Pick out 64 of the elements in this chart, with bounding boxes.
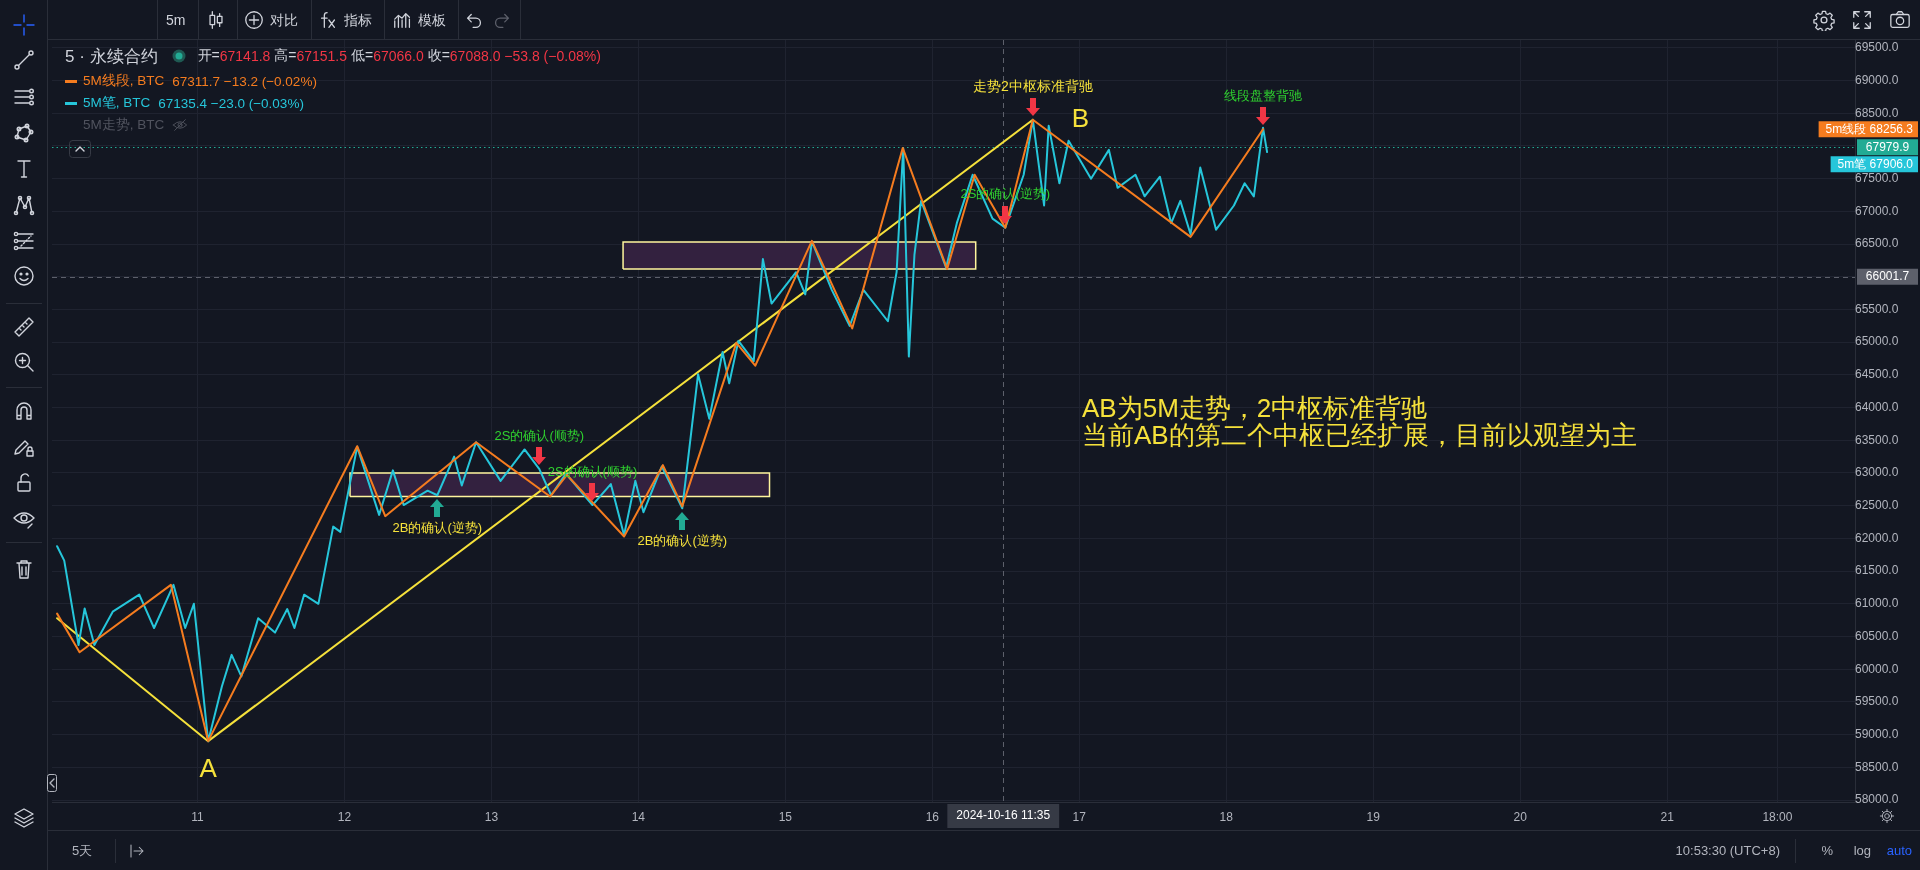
annotation: B [1071, 102, 1090, 133]
x-tick-label: 18 [1219, 809, 1234, 824]
y-tick-label: 59000.0 [1854, 726, 1899, 741]
y-tick-label: 65000.0 [1854, 334, 1899, 349]
text: 指标 [344, 11, 372, 29]
text: 10:53:30 (UTC+8) [1675, 842, 1780, 860]
annotation: 2B的确认(逆势) [637, 532, 728, 548]
annotation: 当前AB的第二个中枢已经扩展，目前以观望为主 [1082, 420, 1637, 450]
legend-label: 5M笔, BTC [83, 94, 151, 112]
x-tick-label: 20 [1513, 809, 1528, 824]
x-tick-label: 15 [778, 809, 793, 824]
text: % [1821, 842, 1833, 860]
annotation: 5m笔 67906.0 [1837, 157, 1914, 172]
text: log [1853, 842, 1871, 860]
text: auto [1886, 842, 1912, 860]
x-tick-label: 16 [925, 809, 940, 824]
y-tick-label: 58000.0 [1854, 792, 1899, 807]
y-tick-label: 63000.0 [1854, 465, 1899, 480]
annotation: 5m线段 68256.3 [1825, 122, 1914, 137]
x-tick-label: 17 [1072, 809, 1087, 824]
annotation: 开=67141.8 高=67151.5 低=67066.0 收=67088.0 −53.8 (−0.08%) [197, 47, 601, 65]
annotation: 线段盘整背驰 [1224, 87, 1303, 103]
y-tick-label: 66500.0 [1854, 236, 1899, 251]
y-tick-label: 58500.0 [1854, 759, 1899, 774]
ref-line-label: 2024-10-16 11:35 [956, 808, 1051, 823]
y-tick-label: 64500.0 [1854, 367, 1899, 382]
text: 5m [166, 11, 186, 29]
x-tick-label: 11 [191, 809, 204, 824]
y-tick-label: 60500.0 [1854, 628, 1899, 643]
annotation: 5M走势, BTC [83, 116, 165, 134]
annotation: 走势2中枢标准背驰 [972, 77, 1093, 94]
y-tick-label: 68500.0 [1854, 105, 1899, 120]
y-tick-label: 62000.0 [1854, 530, 1899, 545]
x-tick-label: 12 [337, 809, 352, 824]
x-tick-label: 13 [484, 809, 499, 824]
annotation: 67311.7 −13.2 (−0.02%) [172, 73, 317, 89]
y-tick-label: 60000.0 [1854, 661, 1899, 676]
y-tick-label: 65500.0 [1854, 301, 1899, 316]
text: 对比 [270, 11, 298, 29]
x-tick-label: 14 [631, 809, 646, 824]
ref-line-label: 66001.7 [1865, 269, 1910, 284]
annotation: 2B的确认(逆势) [392, 519, 483, 535]
y-tick-label: 63500.0 [1854, 432, 1899, 447]
y-tick-label: 67500.0 [1854, 170, 1899, 185]
legend-label: 5M线段, BTC [83, 72, 165, 90]
x-tick-label: 19 [1366, 809, 1381, 824]
annotation: AB为5M走势，2中枢标准背驰 [1082, 393, 1429, 423]
ref-line-label: 67979.9 [1865, 140, 1910, 155]
text: 模板 [418, 11, 446, 29]
y-tick-label: 62500.0 [1854, 498, 1899, 513]
y-tick-label: 59500.0 [1854, 694, 1899, 709]
y-tick-label: 67000.0 [1854, 203, 1899, 218]
chart-title: 5 · 永续合约 [65, 45, 158, 68]
y-tick-label: 64000.0 [1854, 399, 1899, 414]
text: 5天 [72, 842, 93, 860]
y-tick-label: 61500.0 [1854, 563, 1899, 578]
annotation: 67135.4 −23.0 (−0.03%) [158, 95, 304, 111]
x-tick-label: 21 [1660, 809, 1675, 824]
x-tick-label: 18:00 [1762, 809, 1793, 824]
annotation: A [199, 753, 218, 784]
y-tick-label: 69000.0 [1854, 72, 1899, 87]
y-tick-label: 61000.0 [1854, 596, 1899, 611]
y-tick-label: 69500.0 [1854, 40, 1899, 55]
annotation: 2S的确认(顺势) [494, 427, 585, 443]
